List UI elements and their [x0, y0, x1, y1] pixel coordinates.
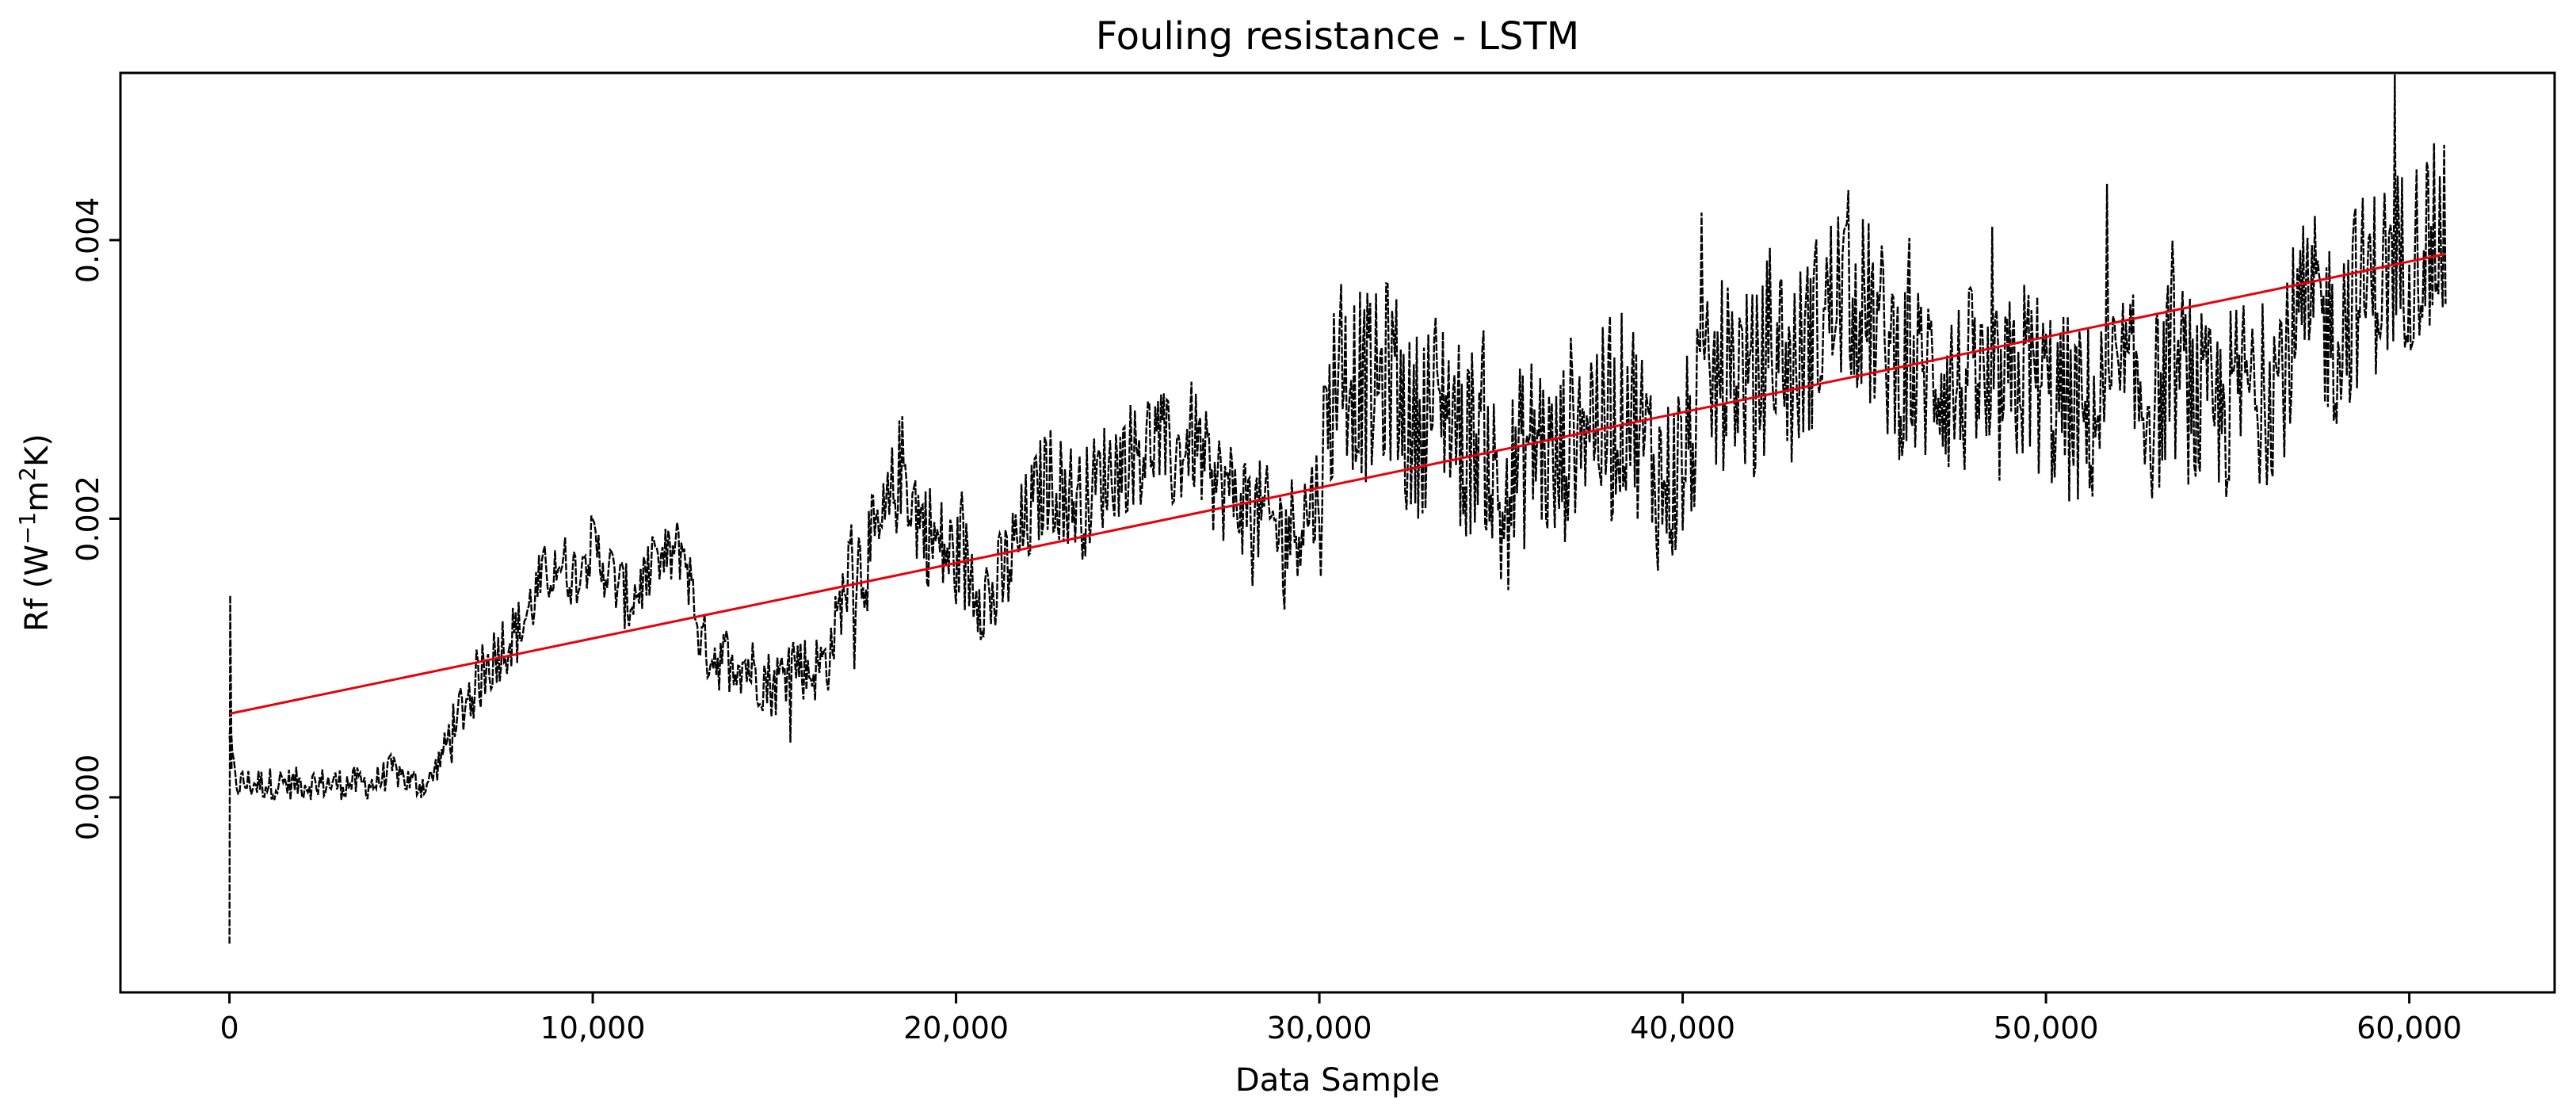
x-axis-label: Data Sample [1235, 1062, 1440, 1099]
y-tick-label: 0.004 [71, 197, 105, 284]
y-axis-label-sup2: 2 [14, 467, 40, 481]
x-tick-label: 50,000 [1994, 1011, 2099, 1045]
series-trend-line [229, 253, 2446, 715]
plot-area [119, 71, 2556, 994]
x-tick-label: 60,000 [2357, 1011, 2462, 1045]
chart-title: Fouling resistance - LSTM [1096, 14, 1579, 59]
y-axis-label: Rf (W−1m2K) [14, 434, 55, 632]
y-axis-label-base: Rf (W [19, 545, 55, 632]
y-tick-label: 0.002 [71, 476, 105, 562]
x-tick-label: 30,000 [1267, 1011, 1372, 1045]
y-axis-label-sup1: −1 [14, 512, 40, 545]
y-axis-label-mid: m [19, 481, 55, 512]
y-tick-label: 0.000 [71, 755, 105, 841]
axes-frame [119, 71, 2556, 994]
y-axis-ticks: 0.000 0.002 0.004 [71, 197, 120, 841]
series-measured-line [228, 74, 2447, 944]
series-layer [228, 74, 2447, 944]
x-tick-label: 0 [219, 1011, 239, 1045]
x-tick-label: 20,000 [903, 1011, 1009, 1045]
x-tick-label: 40,000 [1630, 1011, 1735, 1045]
y-axis-label-end: K) [19, 434, 55, 467]
x-axis-ticks: 0 10,000 20,000 30,000 40,000 50,000 60,000 [219, 992, 2462, 1045]
x-tick-label: 10,000 [540, 1011, 646, 1045]
